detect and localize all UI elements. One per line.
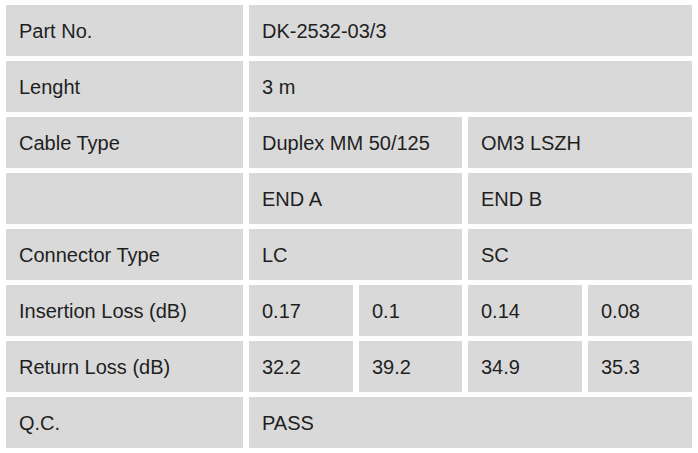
cell-qc-value: PASS bbox=[249, 397, 692, 448]
row-label-insertion-loss: Insertion Loss (dB) bbox=[6, 285, 243, 336]
row-label-length: Lenght bbox=[6, 61, 243, 112]
cell-connector-end-b: SC bbox=[468, 229, 692, 280]
cell-return-loss-a1: 32.2 bbox=[249, 341, 353, 392]
cell-connector-end-a: LC bbox=[249, 229, 462, 280]
table-row-insertion-loss: Insertion Loss (dB) 0.17 0.1 0.14 0.08 bbox=[6, 285, 692, 336]
table-row-length: Lenght 3 m bbox=[6, 61, 692, 112]
row-label-qc: Q.C. bbox=[6, 397, 243, 448]
row-label-part-no: Part No. bbox=[6, 5, 243, 56]
cell-cable-type-1: Duplex MM 50/125 bbox=[249, 117, 462, 168]
cell-return-loss-b1: 34.9 bbox=[468, 341, 582, 392]
cell-insertion-loss-a1: 0.17 bbox=[249, 285, 353, 336]
table-row-part-no: Part No. DK-2532-03/3 bbox=[6, 5, 692, 56]
row-label-cable-type: Cable Type bbox=[6, 117, 243, 168]
cell-end-b-header: END B bbox=[468, 173, 692, 224]
cell-end-a-header: END A bbox=[249, 173, 462, 224]
cell-insertion-loss-a2: 0.1 bbox=[359, 285, 462, 336]
cell-length-value: 3 m bbox=[249, 61, 692, 112]
cell-insertion-loss-b1: 0.14 bbox=[468, 285, 582, 336]
spec-table: Part No. DK-2532-03/3 Lenght 3 m Cable T… bbox=[0, 0, 698, 453]
table-row-return-loss: Return Loss (dB) 32.2 39.2 34.9 35.3 bbox=[6, 341, 692, 392]
cell-return-loss-b2: 35.3 bbox=[588, 341, 692, 392]
table-row-connector-type: Connector Type LC SC bbox=[6, 229, 692, 280]
cell-insertion-loss-b2: 0.08 bbox=[588, 285, 692, 336]
cell-part-no-value: DK-2532-03/3 bbox=[249, 5, 692, 56]
table-row-cable-type: Cable Type Duplex MM 50/125 OM3 LSZH bbox=[6, 117, 692, 168]
row-label-empty bbox=[6, 173, 243, 224]
row-label-return-loss: Return Loss (dB) bbox=[6, 341, 243, 392]
table-row-ends-header: END A END B bbox=[6, 173, 692, 224]
row-label-connector-type: Connector Type bbox=[6, 229, 243, 280]
cell-cable-type-2: OM3 LSZH bbox=[468, 117, 692, 168]
table-row-qc: Q.C. PASS bbox=[6, 397, 692, 448]
cell-return-loss-a2: 39.2 bbox=[359, 341, 462, 392]
